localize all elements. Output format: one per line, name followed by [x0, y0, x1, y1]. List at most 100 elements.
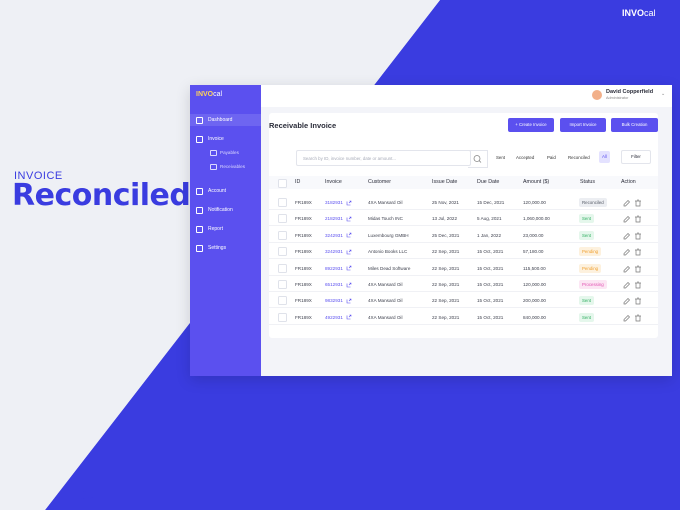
nav-item[interactable]: Invoice [208, 136, 224, 142]
row-checkbox[interactable] [278, 296, 287, 306]
cell-id: FR189X [295, 232, 312, 238]
cell-amount: 120,000.00 [523, 200, 546, 205]
cell-invoice[interactable]: 2182931 [325, 216, 343, 222]
cell-due-date: 5 Aug, 2021 [477, 216, 502, 222]
user-menu-caret[interactable]: ⌄ [661, 91, 666, 97]
open-link-icon[interactable] [346, 249, 352, 255]
avatar[interactable] [592, 90, 602, 100]
delete-icon[interactable] [635, 265, 641, 272]
row-checkbox[interactable] [278, 230, 287, 240]
status-tab[interactable]: Accepted [516, 155, 535, 160]
status-badge: Sent [579, 296, 595, 306]
cell-invoice[interactable]: 3242931 [325, 232, 343, 238]
row-checkbox[interactable] [278, 263, 287, 273]
row-actions[interactable] [623, 199, 647, 207]
cell-invoice[interactable]: 8922931 [325, 265, 343, 271]
row-actions[interactable] [623, 232, 647, 240]
status-tab[interactable]: Paid [547, 155, 556, 160]
row-checkbox[interactable] [278, 312, 287, 322]
nav-item[interactable]: Report [208, 226, 224, 232]
nav-item[interactable]: Account [208, 188, 227, 194]
column-header: Customer [368, 179, 391, 185]
column-header: Invoice [325, 179, 342, 185]
nav-icon [196, 226, 203, 233]
app-window: INVOcal Dashboard Invoice Payables Receivab… [190, 85, 672, 376]
nav-item[interactable]: Dashboard [208, 117, 233, 123]
delete-icon[interactable] [635, 248, 641, 256]
status-tab[interactable]: Reconciled [568, 155, 590, 160]
cell-invoice[interactable]: 4922931 [325, 314, 343, 320]
row-checkbox[interactable] [278, 214, 287, 224]
cell-id: FR189X [295, 265, 312, 271]
nav-item[interactable]: Notification [208, 207, 233, 213]
delete-icon[interactable] [635, 314, 641, 322]
open-link-icon[interactable] [346, 298, 352, 304]
edit-icon[interactable] [623, 265, 630, 272]
nav-sub-item[interactable]: Payables [220, 150, 239, 155]
cell-amount: 200,000.00 [523, 298, 546, 304]
row-checkbox[interactable] [278, 198, 287, 207]
delete-icon[interactable] [635, 199, 641, 207]
nav-sub-icon [210, 150, 217, 156]
delete-icon[interactable] [635, 298, 641, 305]
cell-issue-date: 25 Nov, 2021 [432, 200, 459, 205]
open-link-icon[interactable] [346, 200, 352, 206]
cell-customer: Midas Touch INC [368, 216, 403, 222]
open-link-icon[interactable] [346, 282, 352, 288]
cell-invoice[interactable]: 9832931 [325, 298, 343, 304]
action-button[interactable]: + Create Invoice [508, 118, 554, 132]
edit-icon[interactable] [623, 249, 630, 256]
row-checkbox[interactable] [278, 280, 287, 289]
card-title: Receivable Invoice [269, 121, 337, 130]
cell-due-date: 1 Jan, 2022 [477, 232, 502, 238]
action-button[interactable]: Import Invoice [560, 118, 606, 132]
edit-icon[interactable] [623, 232, 630, 240]
cell-issue-date: 22 Sep, 2021 [432, 314, 460, 320]
row-actions[interactable] [623, 297, 647, 305]
row-actions[interactable] [623, 215, 647, 223]
cell-issue-date: 22 Sep, 2021 [432, 249, 460, 255]
user-role: Administrator [606, 96, 629, 100]
cell-id: FR189X [295, 216, 312, 222]
header-checkbox[interactable] [278, 179, 287, 188]
edit-icon[interactable] [623, 282, 630, 289]
open-link-icon[interactable] [346, 314, 352, 320]
cell-invoice[interactable]: 3242931 [325, 249, 343, 255]
nav-sub-item[interactable]: Receivables [220, 164, 246, 169]
open-link-icon[interactable] [346, 216, 352, 222]
delete-icon[interactable] [635, 232, 641, 240]
edit-icon[interactable] [623, 314, 630, 322]
search-button[interactable] [468, 150, 488, 168]
action-button[interactable]: Bulk Creation [611, 118, 658, 132]
cell-invoice[interactable]: 3182931 [325, 200, 343, 205]
invoice-card: Receivable Invoice Search by ID, invoice… [269, 113, 658, 338]
nav-icon [196, 136, 203, 143]
cell-issue-date: 22 Sep, 2021 [432, 298, 460, 304]
cell-invoice[interactable]: 6512931 [325, 282, 343, 287]
edit-icon[interactable] [623, 298, 630, 305]
row-actions[interactable] [623, 314, 647, 322]
open-link-icon[interactable] [346, 265, 352, 271]
row-actions[interactable] [623, 265, 647, 273]
nav-icon [196, 188, 203, 195]
search-box[interactable]: Search by ID, invoice number, date or am… [296, 150, 471, 166]
nav-item[interactable]: Settings [208, 245, 227, 251]
cell-amount: 1,060,000.00 [523, 216, 550, 222]
edit-icon[interactable] [623, 200, 630, 207]
status-tab[interactable]: Sent [496, 155, 506, 160]
user-name: David Copperfield [606, 89, 654, 95]
cell-amount: 115,500.00 [523, 265, 546, 271]
row-divider [269, 209, 658, 210]
open-link-icon[interactable] [346, 232, 352, 238]
cell-issue-date: 22 Sep, 2021 [432, 265, 460, 271]
status-tab-active[interactable]: All [599, 151, 610, 163]
edit-icon[interactable] [623, 216, 630, 223]
row-checkbox[interactable] [278, 247, 287, 257]
filter-button[interactable]: Filter [621, 150, 651, 164]
delete-icon[interactable] [635, 216, 641, 223]
row-actions[interactable] [623, 281, 647, 289]
row-actions[interactable] [623, 248, 647, 256]
delete-icon[interactable] [635, 281, 641, 289]
sidebar-logo: INVOcal [196, 91, 222, 98]
